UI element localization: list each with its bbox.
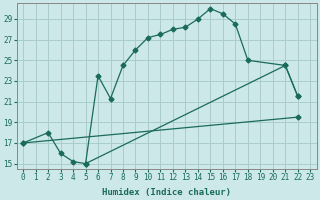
X-axis label: Humidex (Indice chaleur): Humidex (Indice chaleur) bbox=[102, 188, 231, 197]
